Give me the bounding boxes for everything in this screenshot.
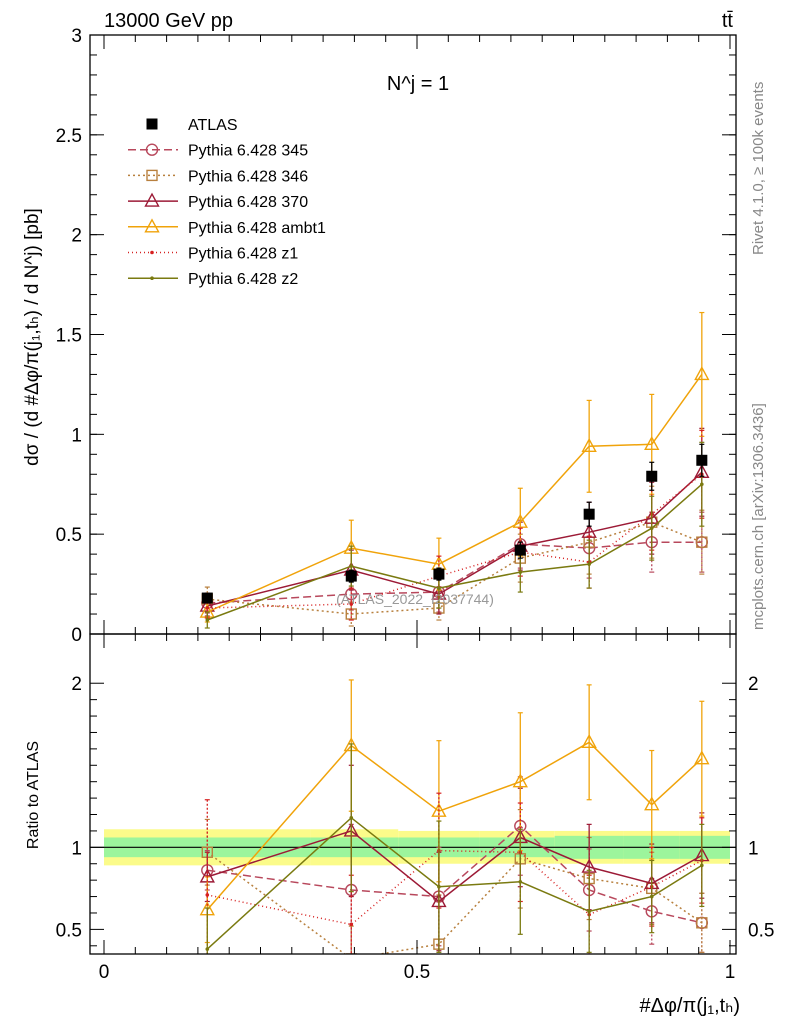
legend-label: Pythia 6.428 370 xyxy=(188,194,308,211)
marker-filled-square xyxy=(433,568,445,580)
marker-open-triangle xyxy=(581,437,597,453)
marker-open-triangle xyxy=(644,796,660,811)
xaxis-label: #Δφ/π(j₁,tₕ) xyxy=(639,995,740,1017)
marker-open-triangle xyxy=(144,218,160,233)
legend-label: ATLAS xyxy=(188,117,238,134)
marker-dot xyxy=(518,570,523,574)
legend-item: ATLAS xyxy=(146,117,238,134)
marker-dot xyxy=(205,893,210,897)
legend: ATLAS Pythia 6.428 345 Pythia 6.428 346 Pyt… xyxy=(128,117,326,288)
marker-open-triangle xyxy=(512,773,528,788)
ytick-label: 1.5 xyxy=(56,326,82,347)
process-label: tt̄ xyxy=(722,10,734,32)
ratio-frame xyxy=(89,633,737,955)
marker-dot xyxy=(205,618,210,622)
series-pythia-6-428-z2 xyxy=(204,743,705,954)
marker-dot xyxy=(587,909,591,914)
legend-label: Pythia 6.428 z2 xyxy=(188,271,298,288)
marker-open-triangle xyxy=(581,733,597,749)
series-pythia-6-428-345 xyxy=(201,776,709,954)
ytick-label: 1 xyxy=(71,425,82,446)
ytick-label: 1 xyxy=(71,838,82,859)
main-ylabel: dσ / (d #Δφ/π(j₁,tₕ) / d N^j) [pb] xyxy=(22,208,43,466)
series-pythia-6-428-ambt1 xyxy=(199,311,710,623)
legend-item: Pythia 6.428 345 xyxy=(128,143,308,160)
marker-dot xyxy=(700,482,704,487)
legend-item: Pythia 6.428 346 xyxy=(128,168,308,185)
ratio-ylabel: Ratio to ATLAS xyxy=(25,741,42,849)
legend-label: Pythia 6.428 ambt1 xyxy=(188,220,326,237)
marker-dot xyxy=(649,526,654,530)
marker-dot xyxy=(587,562,591,566)
marker-dot xyxy=(518,879,523,884)
ytick-label: 0.5 xyxy=(56,920,82,941)
series-atlas xyxy=(201,443,708,604)
marker-dot xyxy=(205,606,210,610)
marker-dot xyxy=(349,602,354,606)
marker-filled-square xyxy=(345,570,357,582)
rivet-label: Rivet 4.1.0, ≥ 100k events xyxy=(750,82,767,255)
marker-open-triangle xyxy=(694,750,710,765)
legend-item: Pythia 6.428 z2 xyxy=(128,271,298,288)
marker-filled-square xyxy=(201,592,213,604)
marker-filled-square xyxy=(146,118,158,130)
ytick-label: 2 xyxy=(71,674,82,695)
xtick-label: 0.5 xyxy=(404,962,430,983)
ytick-label: 0 xyxy=(71,625,82,646)
marker-filled-square xyxy=(646,470,658,482)
energy-label: 13000 GeV pp xyxy=(104,10,233,32)
marker-open-triangle xyxy=(512,513,528,528)
ytick-label: 3 xyxy=(71,26,82,47)
marker-open-square xyxy=(696,917,708,929)
marker-open-square xyxy=(345,953,357,954)
marker-dot xyxy=(649,894,654,899)
marker-open-triangle xyxy=(431,802,447,817)
marker-dot xyxy=(700,863,704,868)
ytick-label-right: 0.5 xyxy=(748,920,774,941)
series-line xyxy=(206,851,703,954)
xtick-label: 0 xyxy=(99,962,110,983)
legend-item: Pythia 6.428 ambt1 xyxy=(128,218,326,237)
watermark-label: (ATLAS_2022_I2037744) xyxy=(336,591,494,607)
marker-dot xyxy=(437,884,441,889)
legend-label: Pythia 6.428 z1 xyxy=(188,246,298,263)
ytick-label: 0.5 xyxy=(56,525,82,546)
mcplots-label: mcplots.cern.ch [arXiv:1306.3436] xyxy=(750,403,767,630)
marker-open-square xyxy=(146,169,158,182)
series-line xyxy=(207,471,703,607)
ytick-label: 2.5 xyxy=(56,126,82,147)
legend-label: Pythia 6.428 346 xyxy=(188,168,308,185)
main-panel: 0 0.5 1 1.5 2 2.5 3 xyxy=(56,26,737,646)
series-pythia-6-428-370 xyxy=(199,427,710,617)
marker-filled-square xyxy=(583,508,595,520)
ytick-label: 2 xyxy=(71,226,82,247)
marker-open-circle xyxy=(145,143,159,156)
ytick-label-right: 1 xyxy=(748,838,759,859)
annotation-label: N^j = 1 xyxy=(387,73,449,95)
series-line xyxy=(206,373,703,613)
marker-dot xyxy=(349,564,354,568)
legend-item: Pythia 6.428 z1 xyxy=(128,246,298,263)
series-pythia-6-428-z1 xyxy=(204,792,705,954)
xtick-label: 1 xyxy=(725,962,736,983)
marker-dot xyxy=(349,815,354,820)
legend-label: Pythia 6.428 345 xyxy=(188,143,308,160)
marker-open-triangle xyxy=(144,192,160,207)
marker-dot xyxy=(349,922,354,927)
ratio-panel: 0.5 0.5 1 1 2 2 0 0.5 1 xyxy=(56,633,774,983)
legend-item: Pythia 6.428 370 xyxy=(128,192,308,211)
marker-open-triangle xyxy=(694,365,710,381)
marker-open-square xyxy=(696,536,708,548)
ytick-label-right: 2 xyxy=(748,674,759,695)
marker-dot xyxy=(150,276,154,281)
marker-dot xyxy=(437,586,441,590)
marker-dot xyxy=(150,250,154,255)
marker-filled-square xyxy=(696,454,708,466)
marker-dot xyxy=(205,947,210,951)
marker-open-triangle xyxy=(644,435,660,451)
marker-filled-square xyxy=(514,544,526,556)
